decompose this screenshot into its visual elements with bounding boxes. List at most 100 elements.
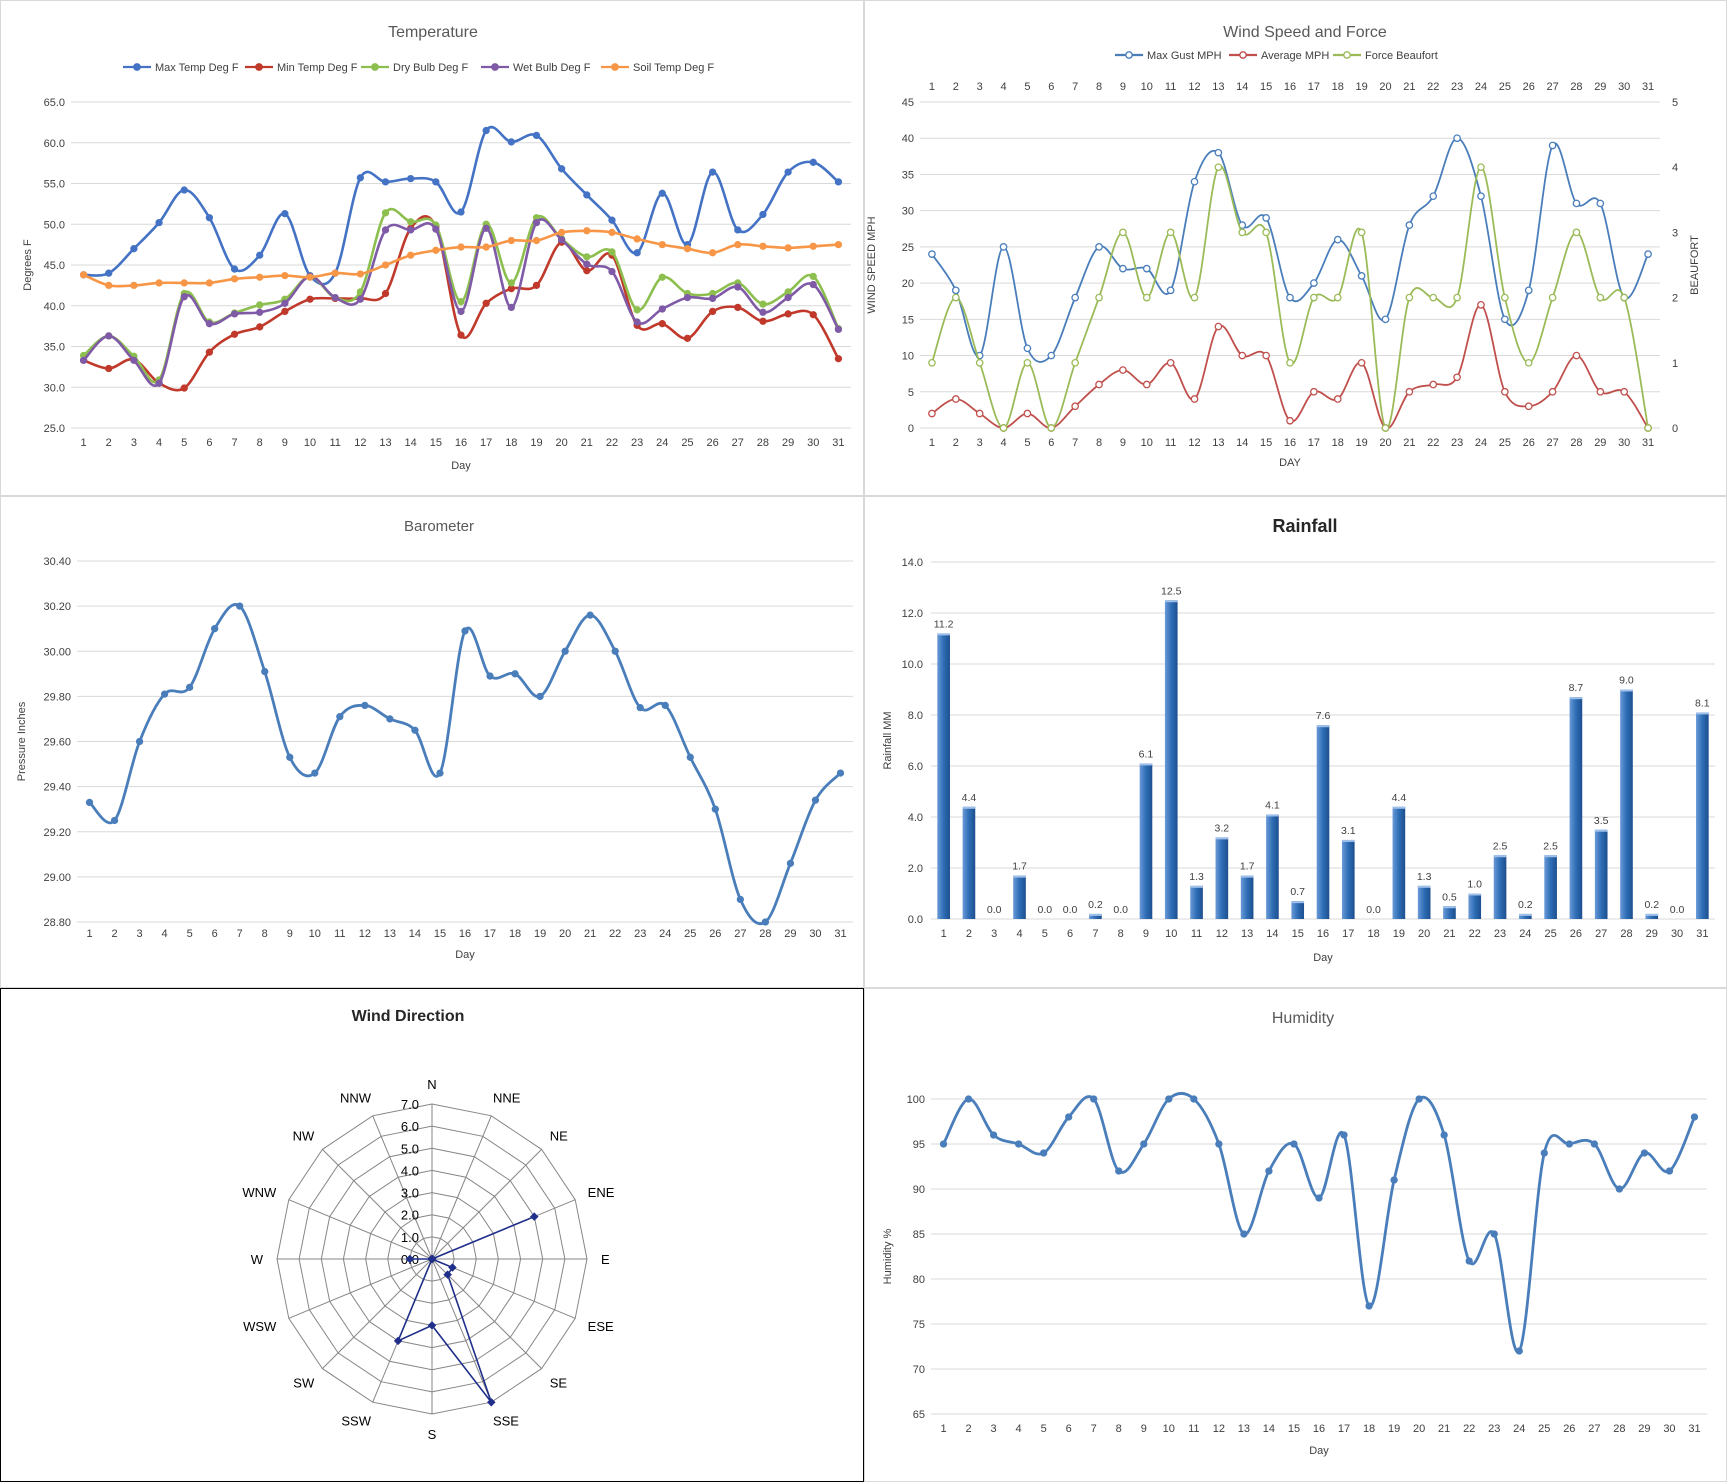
data-point	[1620, 387, 1629, 396]
data-point	[457, 298, 465, 306]
data-point	[736, 895, 745, 904]
radar-spoke	[322, 1149, 433, 1260]
x-tick-label: 19	[534, 928, 546, 940]
bar	[1215, 837, 1229, 919]
y2-tick-label: 3	[1672, 227, 1678, 239]
data-point	[1540, 1149, 1548, 1157]
bar	[1417, 885, 1431, 919]
data-point	[583, 253, 591, 261]
y-axis-label: Humidity %	[882, 1228, 894, 1284]
legend-swatch-marker	[1343, 51, 1351, 59]
x-tick-label: 1	[81, 437, 87, 449]
data-point	[1572, 199, 1581, 208]
data-point	[1429, 192, 1438, 201]
y-tick-label: 25	[902, 242, 914, 254]
data-point	[79, 271, 88, 279]
x-top-tick-label: 23	[1451, 81, 1463, 93]
data-point	[356, 174, 365, 182]
data-point	[281, 299, 289, 307]
data-point	[583, 267, 591, 275]
chart-title: Wind Direction	[352, 1008, 465, 1025]
x-top-tick-label: 21	[1403, 81, 1415, 93]
data-point	[331, 293, 339, 302]
data-point	[436, 769, 444, 777]
x-tick-label: 1	[86, 928, 92, 940]
data-point	[1262, 351, 1270, 360]
humidity-chart-panel: Humidity 65 70 75 80 85 90 95 100 1 2 3 4 5 6 7 8 9 10 11 12…	[864, 988, 1727, 1482]
x-top-tick-label: 30	[1618, 81, 1630, 93]
data-label: 0.0	[1366, 904, 1381, 916]
x-top-tick-label: 6	[1048, 81, 1054, 93]
x-tick-label: 12	[359, 928, 371, 940]
data-point	[1690, 1113, 1699, 1121]
x-tick-label: 16	[1317, 928, 1329, 940]
data-point	[511, 670, 519, 678]
x-tick-label: 14	[1263, 1423, 1275, 1435]
x-tick-label: 2	[965, 1423, 971, 1435]
data-point	[432, 178, 440, 186]
radar-spoke	[288, 1199, 433, 1260]
x-tick-label: 3	[977, 437, 983, 449]
x-tick-label: 1	[929, 437, 935, 449]
data-point	[784, 293, 792, 302]
x-tick-label: 19	[1393, 928, 1405, 940]
x-tick-label: 19	[1355, 437, 1367, 449]
x-tick-label: 24	[1519, 928, 1531, 940]
x-tick-label: 11	[1191, 928, 1202, 940]
data-point	[130, 356, 138, 365]
x-tick-label: 2	[106, 437, 112, 449]
radar-tick-label: 1.0	[401, 1230, 419, 1245]
x-top-tick-label: 8	[1096, 81, 1102, 93]
x-tick-label: 13	[1241, 928, 1253, 940]
x-top-tick-label: 20	[1379, 81, 1391, 93]
data-point	[1524, 402, 1533, 411]
legend-item: Max Temp Deg F	[155, 62, 239, 74]
x-tick-label: 30	[809, 928, 821, 940]
x-tick-label: 8	[1118, 928, 1124, 940]
radar-category-label: WNW	[242, 1185, 277, 1200]
series-line	[88, 603, 842, 926]
bar	[1240, 875, 1254, 919]
x-axis-label: Day	[451, 460, 471, 472]
data-label: 2.5	[1493, 840, 1508, 852]
data-point	[155, 279, 163, 287]
x-top-tick-label: 24	[1475, 81, 1487, 93]
radar-category-label: NNW	[340, 1090, 372, 1105]
bar-highlight	[937, 633, 950, 636]
x-tick-label: 13	[379, 437, 391, 449]
data-point	[1023, 358, 1032, 367]
data-point	[1548, 387, 1557, 396]
data-point	[1548, 141, 1557, 150]
x-tick-label: 24	[656, 437, 668, 449]
bar	[1164, 600, 1178, 919]
data-point	[761, 918, 770, 926]
x-tick-label: 30	[807, 437, 819, 449]
y2-axis-label: BEAUFORT	[1689, 235, 1701, 295]
temperature-chart: Temperature 25.0 30.0 35.0 40.0 45.0 50.0 55.0 6…	[22, 24, 851, 472]
data-label: 3.2	[1215, 822, 1230, 834]
data-point	[658, 273, 666, 281]
data-point	[1190, 395, 1199, 403]
data-point	[951, 395, 960, 403]
x-tick-label: 4	[1000, 437, 1006, 449]
x-tick-label: 14	[1266, 928, 1278, 940]
x-tick-label: 22	[1469, 928, 1481, 940]
radar-tick-label: 3.0	[401, 1186, 419, 1201]
x-tick-label: 2	[966, 928, 972, 940]
data-label: 8.7	[1569, 682, 1584, 694]
data-point	[1477, 300, 1485, 309]
x-tick-label: 11	[1188, 1423, 1199, 1435]
data-point	[205, 348, 214, 356]
data-point	[236, 602, 244, 610]
legend-item: Dry Bulb Deg F	[393, 62, 468, 74]
y2-tick-label: 0	[1672, 423, 1678, 435]
bar	[1443, 906, 1456, 919]
x-tick-label: 19	[1388, 1423, 1400, 1435]
x-tick-label: 14	[409, 928, 421, 940]
bar-highlight	[962, 806, 976, 809]
bar-highlight	[1468, 893, 1482, 896]
data-point	[105, 269, 113, 277]
legend-swatch-marker	[491, 63, 499, 71]
